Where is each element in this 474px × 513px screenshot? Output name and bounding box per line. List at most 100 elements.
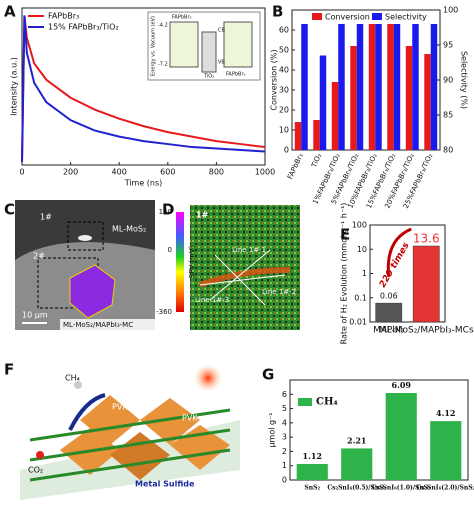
y-tick-label: 0 [282,476,287,485]
x-tick-label: 400 [112,168,127,177]
x-tick-label: 0 [19,168,24,177]
x-tick-label: 1000 [255,168,275,177]
y-tick-label: 4 [282,418,287,427]
material-label: Metal Sulfide [135,480,195,489]
y-tick-label: 30 [279,86,289,95]
spot-label: 2# [33,252,45,261]
bar [385,393,417,480]
value-label: 0.06 [380,292,398,301]
material-label: PVK [182,414,198,423]
colorbar-tick: -360 [156,308,172,316]
bar [338,24,345,150]
inset-material: TiO₂ [203,74,214,80]
legend-swatch [372,13,382,20]
y-tick-label: 100 [443,6,458,15]
bar [430,24,438,150]
line-label: Line 1#-3 [195,296,229,304]
kpfm-image: 1# Line 1#-1 Line 1#-2 Line 1#-3 160 0 -… [156,205,300,330]
y-axis-label: μmol g⁻¹ [268,412,277,447]
bar [356,24,364,150]
panel-label: C [4,201,15,219]
line-label: Line 1#-1 [232,246,266,254]
value-label: 2.21 [347,435,366,445]
y-tick-label: 0.01 [349,318,367,327]
y-tick-label: 0 [284,146,289,155]
y-tick-label: 5 [282,404,287,413]
y-tick-label: 20 [279,106,289,115]
panel-label: A [4,3,16,21]
annotation: 220 times [378,240,412,289]
legend-label: Conversion [325,13,370,22]
bar [375,24,382,150]
y-tick-label: 90 [443,76,453,85]
panel-label: G [262,366,274,384]
inset-level: -4.2 [158,23,168,29]
y-axis-label: Rate of H₂ Evolution (mmol g⁻¹ h⁻¹) [340,203,349,345]
colorbar-tick: 160 [159,208,172,216]
y2-axis-label: Selectivity (%) [460,51,469,109]
value-label: 1.12 [303,451,322,461]
x-tick-label: 800 [209,168,224,177]
line-label: Line 1#-2 [262,288,296,296]
inset-level: -7.2 [158,62,168,68]
y-tick-label: 50 [279,46,289,55]
panel-label: E [340,226,350,244]
y-tick-label: 60 [279,26,289,35]
bar [368,24,376,150]
x-tick-label: FAPbBr₃ [286,152,305,180]
bar [313,120,320,150]
y-tick-label: 0.1 [354,293,367,302]
legend-label: CH₄ [316,397,338,408]
panel-label: D [162,201,174,219]
spot-label: 1# [40,213,52,222]
y-tick-label: 3 [282,433,287,442]
material-label: PVK [112,403,128,412]
colorbar-label: SPV (mV) [188,245,196,278]
y-tick-label: 100 [352,221,367,230]
legend-label: FAPbBr₃ [48,12,79,21]
inset-band: VB [218,60,225,66]
y-tick-label: 95 [443,41,453,50]
bar [350,46,357,150]
bar [319,55,327,150]
y-tick-label: 1 [282,461,287,470]
bar [412,24,419,150]
y-tick-label: 10 [357,245,367,254]
panel-label: F [4,361,14,379]
x-axis-label: Time (ns) [124,179,163,188]
y-axis-label: Conversion (%) [270,49,279,110]
decay-line [21,15,266,163]
value-label: 13.6 [413,232,440,246]
bar [412,245,440,323]
molecule-label: CO₂ [28,466,43,475]
y-tick-label: 10 [279,126,289,135]
legend-label: 15% FAPbBr₃/TiO₂ [48,23,119,32]
x-tick-label: 200 [63,168,78,177]
legend-swatch [298,398,312,406]
y-tick-label: 6 [282,390,287,399]
x-tick-label: ML-MoS₂/MAPbI₃-MCs [379,326,474,336]
bar [424,54,431,150]
y-tick-label: 85 [443,111,453,120]
spot-label: 1# [196,211,209,220]
bar [387,24,394,150]
sem-image: 1# 2# ML-MoS₂ 10 μm ML-MoS₂/MAPbI₃-MC [15,200,155,330]
bar [405,46,413,150]
bar [393,24,401,150]
y-tick-label: 80 [443,146,453,155]
legend-label: Selectivity [385,13,427,22]
bar [294,122,302,150]
y-tick-label: 1 [362,269,367,278]
x-tick-label: MAPbI₃ [373,326,405,336]
bar [301,24,308,150]
scale-bar: 10 μm [22,311,48,320]
panel-label: B [272,3,283,21]
structure-image: CH₄ CO₂ PVK PVK Metal Sulfide [20,364,240,500]
inset-ylabel: Energy vs. Vacuum (eV) [151,16,157,76]
decay-line [21,15,266,163]
bar [296,464,328,480]
bar [375,302,403,323]
bar [430,421,462,480]
plot-frame [21,7,266,166]
